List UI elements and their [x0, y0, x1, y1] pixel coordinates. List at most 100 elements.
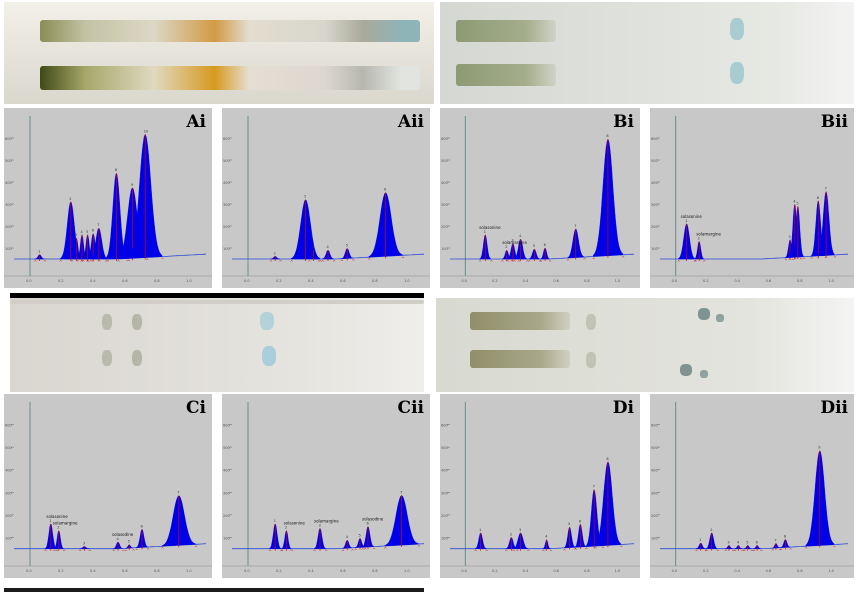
x-tick-label-bi: 1.0 [615, 279, 621, 283]
boundary-mark-ci: ^ [147, 548, 150, 553]
compound-label-ci: solamargine [53, 521, 78, 526]
x-tick-label-di: 0.4 [523, 569, 529, 573]
peak-number-dii: 3 [727, 540, 729, 544]
x-tick-label-di: 1.0 [615, 569, 621, 573]
boundary-mark-ai: ^ [59, 260, 62, 265]
compound-label-bii: solasonine [681, 214, 703, 219]
y-tick-label-bi: 400 [441, 181, 448, 185]
boundary-mark-di: ^ [574, 548, 577, 553]
boundary-mark-ci: ^ [78, 549, 81, 554]
chart-panel-bi: 100 200 300 400 500 600 0.0 0.2 0.4 0.6 0.8 1.0 ^ ^ 1 ^… [440, 108, 640, 288]
boundary-mark-bi: ^ [510, 260, 513, 265]
peak-number-bi: 4 [519, 234, 522, 238]
compound-label-cii: solasodine [362, 517, 384, 522]
chart-panel-di: 100 200 300 400 500 600 0.0 0.2 0.4 0.6 0.8 1.0 ^ ^ 1 ^… [440, 394, 640, 578]
peak-number-dii: 6 [756, 540, 758, 544]
peak-number-ci: 1 [49, 519, 51, 523]
boundary-mark-cii: ^ [364, 548, 367, 553]
boundary-mark-cii: ^ [354, 548, 357, 553]
x-tick-label-dii: 0.2 [703, 569, 709, 573]
peak-number-ci: 2 [57, 526, 59, 530]
compound-label-bii: solamargine [696, 231, 721, 236]
y-tick-label-aii: 300 [223, 203, 230, 207]
boundary-mark-ci: ^ [135, 548, 138, 553]
boundary-mark-cii: ^ [384, 546, 387, 551]
boundary-mark-bii: ^ [833, 255, 836, 260]
tlc-plate-d [436, 298, 854, 392]
compound-label-cii: solasonine [284, 521, 306, 526]
boundary-mark-ai: ^ [146, 258, 149, 263]
boundary-mark-bii: ^ [694, 260, 697, 265]
boundary-mark-ai: ^ [86, 260, 89, 265]
x-tick-label-bi: 0.0 [461, 279, 467, 283]
x-tick-label-di: 0.6 [553, 569, 559, 573]
peak-number-bi: 3 [511, 239, 513, 243]
compound-label-ci: solasodine [112, 532, 134, 537]
boundary-mark-di: ^ [485, 549, 488, 554]
x-tick-label-bii: 0.2 [703, 279, 709, 283]
boundary-mark-ai: ^ [117, 260, 120, 265]
peak-number-ci: 4 [117, 537, 120, 541]
boundary-mark-bii: ^ [799, 257, 802, 262]
x-tick-label-ai: 0.4 [90, 279, 96, 283]
boundary-mark-bii: ^ [802, 257, 805, 262]
tlc-plate-a [4, 2, 434, 104]
peak-number-cii: 3 [319, 523, 321, 527]
boundary-mark-ai: ^ [126, 259, 129, 264]
boundary-mark-cii: ^ [268, 549, 271, 554]
x-tick-label-di: 0.2 [492, 569, 498, 573]
boundary-mark-cii: ^ [341, 549, 344, 554]
y-tick-label-dii: 500 [651, 446, 658, 450]
chart-svg-cii: 100 200 300 400 500 600 0.0 0.2 0.4 0.6 0.8 1.0 ^ ^ 1 ^… [222, 402, 430, 573]
y-tick-label-bii: 300 [651, 203, 658, 207]
boundary-mark-ci: ^ [62, 549, 65, 554]
chart-panel-dii: 100 200 300 400 500 600 0.0 0.2 0.4 0.6 0.8 1.0 ^ ^ 1 ^… [650, 394, 854, 578]
peak-number-cii: 7 [400, 490, 402, 494]
x-tick-label-ai: 0.6 [122, 279, 128, 283]
x-tick-label-di: 0.0 [461, 569, 467, 573]
x-tick-label-bi: 0.4 [523, 279, 529, 283]
boundary-mark-dii: ^ [741, 549, 744, 554]
boundary-mark-ci: ^ [44, 549, 47, 554]
boundary-mark-bi: ^ [479, 260, 482, 265]
panel-label-ci: Ci [186, 398, 206, 418]
boundary-mark-di: ^ [563, 548, 566, 553]
boundary-mark-cii: ^ [280, 549, 283, 554]
peak-number-cii: 1 [274, 519, 276, 523]
y-tick-label-cii: 500 [223, 446, 230, 450]
peak-number-ai: 6 [92, 229, 94, 233]
x-tick-label-cii: 0.4 [308, 569, 314, 573]
peak-number-aii: 1 [274, 251, 276, 255]
peak-number-di: 7 [593, 485, 595, 489]
x-tick-label-ci: 0.8 [154, 569, 160, 573]
boundary-mark-ci: ^ [55, 549, 58, 554]
y-tick-label-dii: 200 [651, 514, 658, 518]
y-tick-label-dii: 300 [651, 491, 658, 495]
peak-number-bii: 4 [793, 199, 796, 203]
boundary-mark-bi: ^ [528, 260, 531, 265]
boundary-mark-dii: ^ [695, 549, 698, 554]
chart-panel-bii: 100 200 300 400 500 600 0.0 0.2 0.4 0.6 0.8 1.0 ^ ^ 1 ^… [650, 108, 854, 288]
x-tick-label-ci: 0.6 [122, 569, 128, 573]
y-tick-label-bii: 200 [651, 225, 658, 229]
peak-number-ai: 9 [131, 183, 133, 187]
boundary-mark-ai: ^ [43, 260, 46, 265]
boundary-mark-dii: ^ [805, 547, 808, 552]
peak-number-di: 2 [510, 532, 512, 536]
chart-panel-aii: 100 200 300 400 500 600 0.0 0.2 0.4 0.6 0.8 1.0 ^ ^ 1 ^… [222, 108, 430, 288]
boundary-mark-ai: ^ [80, 260, 83, 265]
peak-number-ai: 1 [38, 250, 40, 254]
peak-number-cii: 4 [346, 535, 349, 539]
boundary-mark-dii: ^ [833, 545, 836, 550]
boundary-mark-bi: ^ [566, 258, 569, 263]
panel-label-aii: Aii [397, 112, 424, 132]
boundary-mark-bii: ^ [784, 258, 787, 263]
boundary-mark-bi: ^ [501, 260, 504, 265]
boundary-mark-bii: ^ [693, 260, 696, 265]
peak-number-dii: 8 [784, 534, 786, 538]
x-tick-label-dii: 0.4 [734, 569, 740, 573]
x-tick-label-di: 0.8 [584, 569, 590, 573]
x-tick-label-dii: 0.8 [797, 569, 803, 573]
compound-label-ci: solasonine [46, 514, 68, 519]
chart-svg-ci: 100 200 300 400 500 600 0.0 0.2 0.4 0.6 0.8 1.0 ^ ^ 1 ^… [4, 402, 212, 573]
